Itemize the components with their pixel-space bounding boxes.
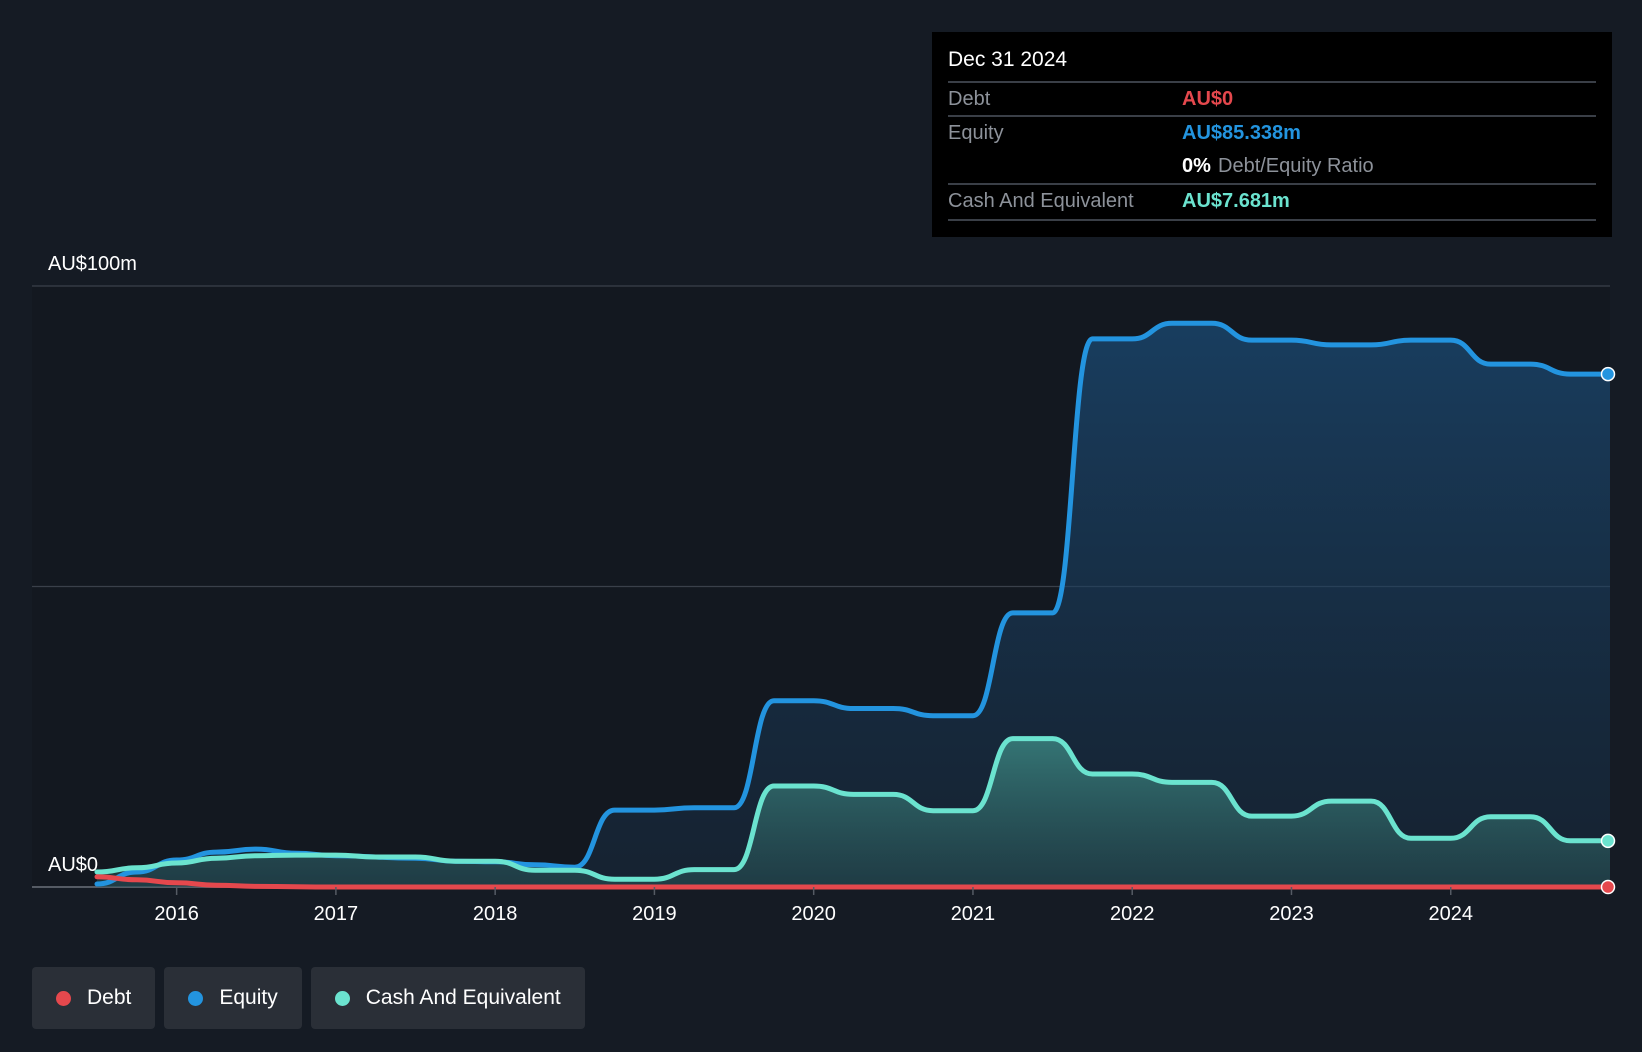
tooltip-equity-row: Equity AU$85.338m [948,115,1596,150]
area-equity [97,323,1610,887]
tooltip-date: Dec 31 2024 [948,48,1068,71]
legend-label-debt: Debt [87,986,132,1009]
tooltip-equity-label: Equity [948,122,1004,144]
series-endpoints [1600,366,1616,895]
series-areas [97,323,1610,887]
x-tick-label: 2022 [1110,903,1155,925]
line-debt [94,874,1613,890]
tooltip-equity-value: AU$85.338m [1182,122,1301,144]
endpoint-cash [1600,833,1616,849]
x-tick-label: 2020 [791,903,836,925]
tooltip-debt-label: Debt [948,88,991,110]
tooltip-debt-value: AU$0 [1182,88,1234,110]
tooltip-ratio-value: 0% [1182,155,1211,177]
x-tick-label: 2017 [314,903,359,925]
tooltip-panel: Dec 31 2024 Debt AU$0 Equity AU$85.338m … [932,32,1612,237]
debt-equity-chart: 2016 2017 2018 2019 2020 2021 2022 2023 2024 AU$… [32,253,1616,925]
x-tick-label: 2019 [632,903,677,925]
legend-dot-debt [56,990,71,1006]
legend-label-equity: Equity [219,986,278,1009]
series-lines [94,320,1613,890]
legend-item-debt[interactable]: Debt [32,967,156,1029]
y-tick-label: AU$0 [48,854,98,876]
legend-label-cash: Cash And Equivalent [365,986,561,1009]
x-tick-label: 2024 [1428,903,1473,925]
legend: Debt Equity Cash And Equivalent [32,967,585,1029]
legend-dot-cash [334,990,350,1006]
tooltip-ratio-row: 0% Debt/Equity Ratio [948,150,1596,183]
legend-dot-equity [188,990,204,1006]
x-tick-label: 2016 [154,903,199,925]
line-cash [94,736,1613,882]
x-tick-label: 2023 [1269,903,1314,925]
tooltip-cash-row: Cash And Equivalent AU$7.681m [948,183,1596,218]
tooltip-divider [948,219,1596,221]
tooltip-cash-label: Cash And Equivalent [948,190,1134,212]
y-axis-ticks: AU$100m AU$0 [48,253,137,876]
legend-item-cash[interactable]: Cash And Equivalent [310,967,585,1029]
tooltip-debt-row: Debt AU$0 [948,81,1596,116]
tooltip-cash-value: AU$7.681m [1182,190,1290,212]
x-tick-label: 2021 [951,903,996,925]
endpoint-debt [1600,879,1616,895]
area-cash [97,738,1610,887]
endpoint-equity [1600,366,1616,382]
x-axis-ticks: 2016 2017 2018 2019 2020 2021 2022 2023 2024 [154,887,1473,925]
y-tick-label: AU$100m [48,253,137,275]
x-tick-label: 2018 [473,903,518,925]
tooltip-ratio-label: Debt/Equity Ratio [1218,155,1374,177]
legend-item-equity[interactable]: Equity [164,967,302,1029]
